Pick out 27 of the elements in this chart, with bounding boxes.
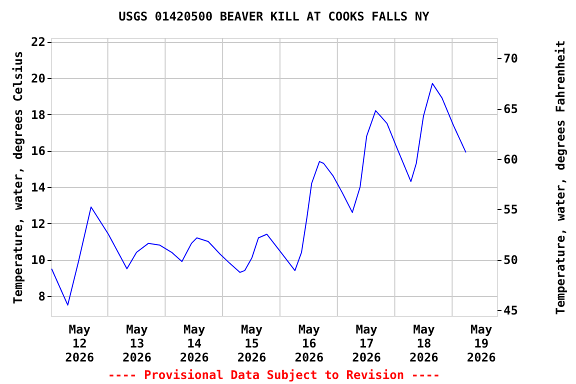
x-tick-label: May 16 2026 — [294, 322, 324, 364]
chart-title: USGS 01420500 BEAVER KILL AT COOKS FALLS NY — [118, 10, 430, 24]
y-tick-label: 12 — [31, 216, 46, 231]
x-tick-label: May 13 2026 — [122, 322, 152, 364]
x-tick-label: May 19 2026 — [466, 322, 496, 364]
y2-tick-label: 45 — [504, 303, 518, 318]
x-tick-label: May 15 2026 — [237, 322, 266, 364]
y2-tick-label: 70 — [504, 52, 518, 66]
y2-axis-title: Temperature, water, degrees Fahrenheit — [554, 40, 568, 315]
x-tick-label: May 18 2026 — [410, 322, 438, 364]
y-tick-label: 16 — [31, 144, 46, 158]
y-tick-label: 22 — [31, 35, 46, 50]
x-tick-label: May 17 2026 — [352, 322, 382, 364]
y-tick-label: 18 — [31, 108, 46, 122]
y-axis-title: Temperature, water, degrees Celsius — [11, 51, 26, 304]
text: ---- Provisional Data Subject to Revision ---- — [108, 368, 440, 382]
y2-tick-label: 60 — [504, 152, 518, 166]
line-series — [51, 82, 466, 306]
x-tick-label: May 12 2026 — [65, 322, 94, 364]
y-tick-label: 20 — [31, 71, 46, 86]
x-tick-label: May 14 2026 — [180, 322, 209, 364]
y-tick-label: 8 — [38, 290, 46, 304]
y2-tick-label: 65 — [504, 102, 518, 116]
y-tick-label: 14 — [31, 180, 46, 194]
y2-tick-label: 50 — [504, 253, 518, 268]
y2-tick-label: 55 — [504, 202, 518, 217]
y-tick-label: 10 — [31, 253, 46, 268]
